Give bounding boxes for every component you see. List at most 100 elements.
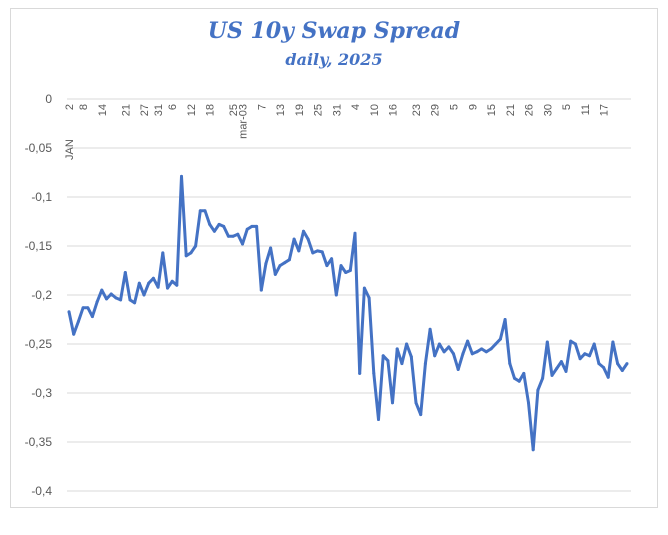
series-line [67, 174, 629, 452]
data-point [602, 366, 606, 369]
y-tick-label: -0,3 [31, 386, 52, 400]
data-point [128, 298, 132, 302]
data-point [311, 251, 315, 255]
data-point [527, 401, 530, 405]
x-tick-label: 13 [275, 104, 287, 116]
data-point [283, 261, 287, 265]
x-tick-label: 10 [369, 104, 381, 116]
y-tick-label: 0 [45, 92, 52, 106]
data-point [241, 242, 244, 246]
data-point [250, 224, 254, 228]
data-point [573, 342, 577, 346]
data-point [287, 258, 291, 262]
data-point [522, 371, 526, 375]
data-point [72, 332, 76, 336]
data-point [217, 222, 221, 226]
data-point [611, 340, 615, 344]
data-point [86, 306, 90, 310]
x-tick-label: 25 [228, 104, 240, 116]
data-point [442, 350, 446, 354]
x-tick-label: 8 [78, 104, 90, 110]
data-point [489, 347, 493, 351]
data-point [447, 345, 451, 349]
x-tick-label: 7 [256, 104, 268, 110]
x-tick-label: 31 [153, 104, 165, 116]
x-tick-label: 5 [449, 104, 461, 110]
data-point [559, 360, 563, 364]
data-point [156, 285, 160, 289]
data-point [578, 357, 582, 361]
data-point [348, 269, 352, 272]
data-point [353, 231, 357, 235]
data-point [428, 327, 432, 331]
y-axis-ticks: 0 -0,05 -0,1 -0,15 -0,2 -0,25 -0,3 -0,35 -0,4 [25, 92, 53, 498]
data-point [395, 347, 399, 351]
x-tick-label: 12 [186, 104, 198, 116]
data-point [212, 229, 216, 233]
data-point [597, 362, 601, 366]
data-point [325, 264, 329, 268]
data-point [76, 320, 80, 323]
data-point [475, 350, 479, 354]
x-tick-label: 9 [467, 104, 479, 110]
data-point [344, 271, 348, 274]
x-tick-label: 6 [167, 104, 179, 110]
data-point [625, 362, 629, 366]
data-point [198, 209, 202, 213]
y-tick-label: -0,1 [31, 190, 52, 204]
data-point [456, 368, 460, 371]
data-point [381, 354, 385, 358]
data-point [555, 367, 559, 370]
x-tick-label: 23 [411, 104, 423, 116]
data-point [255, 224, 259, 228]
data-point [339, 264, 343, 268]
x-tick-label: 19 [294, 104, 306, 116]
data-point [498, 337, 502, 341]
data-point [362, 286, 366, 290]
data-point [564, 369, 568, 373]
x-tick-label: 30 [542, 104, 554, 116]
data-point [494, 342, 498, 346]
data-point [419, 413, 423, 417]
x-tick-label: 21 [505, 104, 517, 116]
data-point [536, 388, 540, 392]
x-tick-label: 17 [599, 104, 611, 116]
data-point [297, 249, 301, 253]
data-point [588, 354, 591, 358]
data-point [100, 288, 104, 292]
data-point [531, 448, 535, 452]
x-tick-label: 21 [120, 104, 132, 116]
data-point [592, 342, 596, 346]
data-point [508, 362, 512, 366]
data-point [151, 276, 155, 280]
gridlines [67, 98, 631, 492]
data-point [545, 340, 549, 344]
data-point [208, 222, 212, 226]
data-point [105, 297, 108, 301]
data-point [423, 362, 427, 366]
y-tick-label: -0,35 [25, 435, 53, 449]
data-point [391, 401, 394, 405]
x-tick-label: 14 [97, 104, 109, 116]
y-tick-label: -0,25 [25, 337, 53, 351]
data-point [222, 224, 226, 228]
data-point [306, 237, 310, 241]
x-tick-label: JAN [64, 139, 76, 160]
data-point [503, 318, 507, 321]
data-point [170, 279, 174, 283]
x-tick-label: 27 [139, 104, 151, 116]
data-point [264, 262, 268, 266]
x-tick-label: 5 [561, 104, 573, 110]
data-point [166, 286, 169, 290]
data-point [367, 296, 371, 300]
data-point [409, 355, 413, 359]
data-point [236, 232, 240, 236]
data-point [278, 264, 282, 268]
data-point [194, 244, 198, 248]
data-point [386, 359, 390, 363]
data-point [184, 254, 188, 258]
data-point [606, 375, 610, 379]
data-point [161, 251, 165, 255]
y-tick-label: -0,15 [25, 239, 53, 253]
